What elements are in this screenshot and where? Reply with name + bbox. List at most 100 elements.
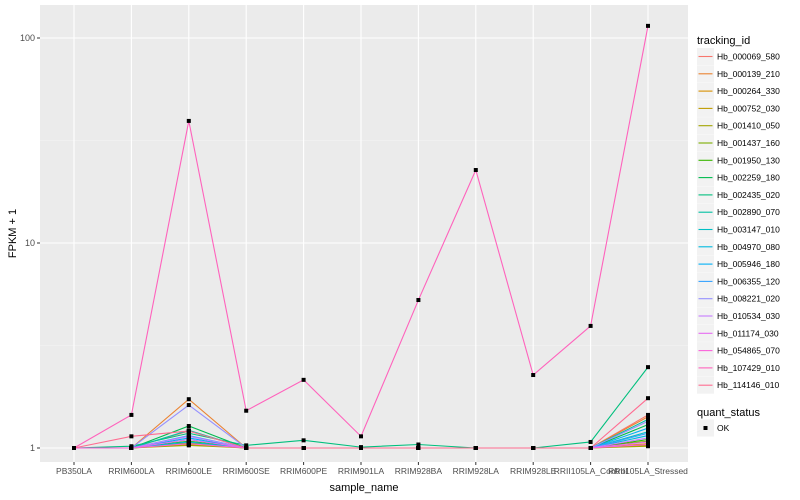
legend-item: Hb_002435_020: [697, 186, 780, 204]
legend-item: Hb_010534_030: [697, 307, 780, 325]
data-point: [646, 23, 650, 28]
plot-panel: [40, 5, 688, 462]
data-point: [646, 435, 650, 440]
legend-label: Hb_005946_180: [717, 259, 780, 269]
legend-label: Hb_002435_020: [717, 190, 780, 200]
data-point: [186, 434, 191, 439]
y-tick-label: 10: [25, 238, 35, 248]
legend-item: Hb_000752_030: [697, 99, 780, 117]
data-point: [646, 365, 650, 370]
data-point: [588, 439, 593, 444]
data-point: [129, 412, 134, 417]
legend-item: Hb_004970_080: [697, 238, 780, 256]
data-point: [244, 446, 249, 450]
x-tick-label: RRIM928LE: [510, 466, 557, 476]
legend-item: Hb_000069_580: [697, 48, 780, 65]
data-point: [646, 439, 650, 444]
data-point: [186, 118, 191, 123]
legend-label: Hb_008221_020: [717, 294, 780, 304]
legend-title: tracking_id: [697, 35, 750, 47]
data-point: [244, 443, 249, 448]
legend-label: Hb_001437_160: [717, 138, 780, 148]
legend-item: Hb_011174_030: [697, 324, 779, 342]
data-point: [186, 441, 191, 446]
legend-item: Hb_001410_050: [697, 117, 780, 135]
data-point: [72, 446, 76, 450]
data-point: [531, 446, 536, 450]
data-point: [186, 397, 191, 402]
legend-item: Hb_000264_330: [697, 82, 780, 100]
legend-label: Hb_000139_210: [717, 69, 780, 79]
x-tick-label: RRII105LA_Stressed: [608, 466, 688, 476]
data-point: [416, 446, 421, 450]
legend-label: Hb_107429_010: [717, 363, 780, 373]
data-point: [646, 431, 650, 436]
data-point: [129, 446, 134, 450]
x-tick-label: RRIM600PE: [280, 466, 328, 476]
data-point: [301, 377, 306, 382]
data-point: [186, 403, 191, 408]
legend-label: Hb_000264_330: [717, 86, 780, 96]
legend-item: Hb_054865_070: [697, 342, 780, 360]
data-point: [244, 408, 249, 413]
x-tick-label: PB350LA: [56, 466, 92, 476]
data-point: [646, 422, 650, 427]
x-tick-label: RRIM901LA: [338, 466, 385, 476]
legend-item: Hb_107429_010: [697, 359, 780, 377]
data-point: [186, 431, 191, 436]
x-tick-label: RRIM600LE: [166, 466, 213, 476]
legend-label: Hb_001950_130: [717, 155, 780, 165]
data-point: [301, 438, 306, 443]
legend-label: Hb_010534_030: [717, 311, 780, 321]
legend-item: Hb_008221_020: [697, 290, 780, 308]
data-point: [646, 414, 650, 419]
legend-item: Hb_001437_160: [697, 134, 780, 152]
legend-label: Hb_011174_030: [717, 328, 779, 338]
legend-label: Hb_002890_070: [717, 207, 780, 217]
data-point: [646, 396, 650, 401]
legend-item: Hb_114146_010: [697, 376, 780, 394]
x-axis-label: sample_name: [329, 482, 398, 494]
legend-label: Hb_003147_010: [717, 225, 780, 235]
legend-label: Hb_004970_080: [717, 242, 780, 252]
legend-item: Hb_001950_130: [697, 151, 780, 169]
legend-label: Hb_054865_070: [717, 346, 780, 356]
data-point: [646, 419, 650, 424]
data-point: [531, 373, 536, 378]
legend-item: Hb_006355_120: [697, 272, 780, 290]
legend-label: Hb_001410_050: [717, 121, 780, 131]
legend-item: Hb_002259_180: [697, 169, 780, 187]
legend-label: Hb_002259_180: [717, 173, 780, 183]
legend-item: Hb_005946_180: [697, 255, 780, 273]
legend-label: Hb_000752_030: [717, 103, 780, 113]
data-point: [416, 298, 421, 303]
legend-label: Hb_000069_580: [717, 52, 780, 62]
data-point: [646, 442, 650, 447]
shape-legend-title: quant_status: [697, 407, 760, 419]
data-point: [473, 168, 478, 173]
data-point: [186, 424, 191, 429]
legend-label: Hb_114146_010: [717, 380, 780, 390]
x-tick-label: RRIM600LA: [108, 466, 155, 476]
legend-label: Hb_006355_120: [717, 276, 780, 286]
x-tick-label: RRIM600SE: [223, 466, 271, 476]
x-tick-label: RRII105LA_Control: [554, 466, 628, 476]
point-icon: [703, 426, 708, 430]
shape-legend-label: OK: [717, 423, 730, 433]
data-point: [588, 446, 593, 450]
legend-item: Hb_000139_210: [697, 65, 780, 83]
legend-item: Hb_003147_010: [697, 221, 780, 238]
data-point: [588, 323, 593, 328]
data-point: [416, 442, 421, 447]
x-tick-label: RRIM928LA: [453, 466, 500, 476]
data-point: [473, 446, 478, 450]
y-tick-label: 100: [20, 33, 35, 43]
data-point: [186, 437, 191, 442]
data-point: [359, 434, 363, 439]
data-point: [646, 433, 650, 438]
x-tick-label: RRIM928BA: [395, 466, 443, 476]
data-point: [301, 446, 306, 450]
y-tick-label: 1: [30, 443, 35, 453]
